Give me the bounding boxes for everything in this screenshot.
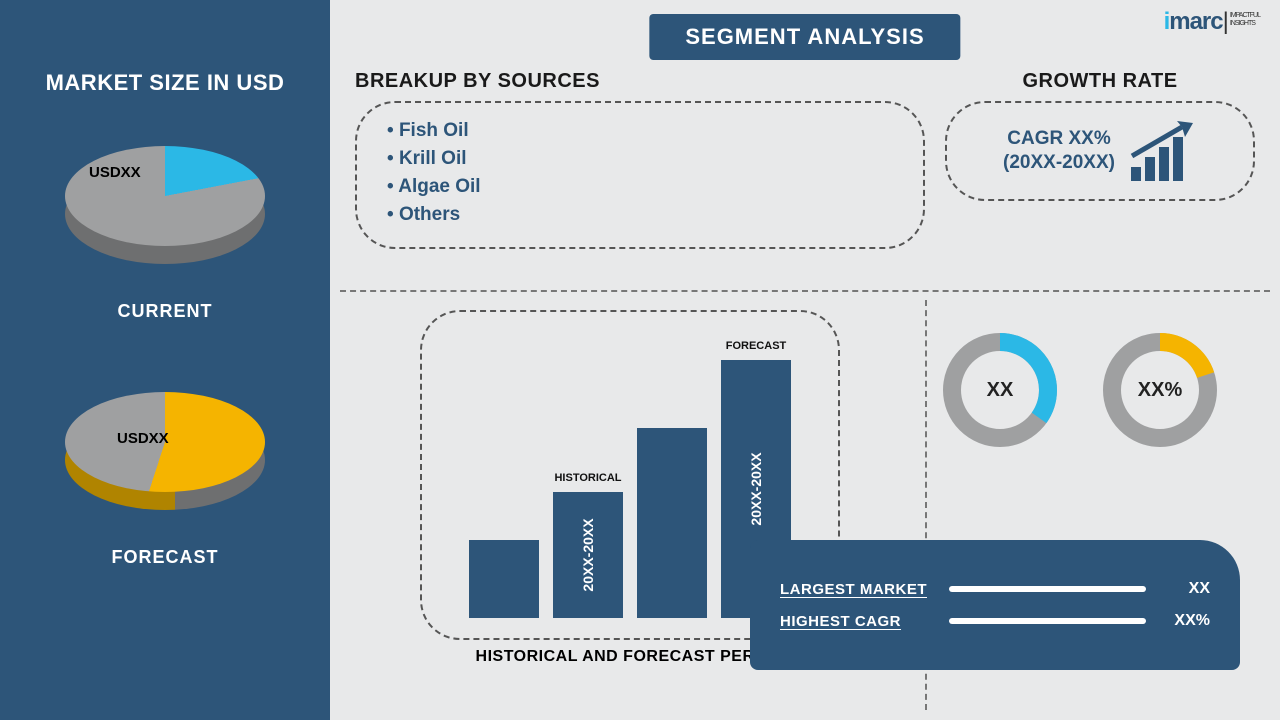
h-separator xyxy=(340,290,1270,292)
pie-top xyxy=(65,146,265,246)
pie-current-label: USDXX xyxy=(89,164,141,181)
growth-box: CAGR XX% (20XX-20XX) xyxy=(945,101,1255,201)
donut-1-value: XX xyxy=(940,330,1060,450)
donut-2-value: XX% xyxy=(1100,330,1220,450)
growth-chart-icon xyxy=(1127,121,1197,181)
growth-title: GROWTH RATE xyxy=(945,70,1255,93)
breakup-list: Fish Oil Krill Oil Algae Oil Others xyxy=(387,117,893,229)
kpi-label: LARGEST MARKET xyxy=(780,581,935,598)
growth-section: GROWTH RATE CAGR XX% (20XX-20XX) xyxy=(945,70,1255,201)
growth-line2: (20XX-20XX) xyxy=(1003,152,1115,173)
bar-2: HISTORICAL20XX-20XX xyxy=(553,492,623,618)
list-item: Algae Oil xyxy=(387,173,893,201)
list-item: Krill Oil xyxy=(387,145,893,173)
pie-forecast-label: USDXX xyxy=(117,430,169,447)
page-title: SEGMENT ANALYSIS xyxy=(649,14,960,60)
bar-3 xyxy=(637,428,707,618)
page-root: MARKET SIZE IN USD USDXX CURRENT USDXX F… xyxy=(0,0,1280,720)
pie-current: USDXX xyxy=(45,126,285,286)
growth-text: CAGR XX% (20XX-20XX) xyxy=(1003,127,1115,175)
kpi-label: HIGHEST CAGR xyxy=(780,613,935,630)
kpi-value: XX xyxy=(1160,580,1210,598)
list-item: Fish Oil xyxy=(387,117,893,145)
kpi-track xyxy=(949,586,1146,592)
bar-1 xyxy=(469,540,539,618)
pie-forecast: USDXX xyxy=(45,372,285,532)
donut-row: XX XX% xyxy=(920,330,1240,450)
kpi-row-cagr: HIGHEST CAGR XX% xyxy=(780,612,1210,630)
breakup-box: Fish Oil Krill Oil Algae Oil Others xyxy=(355,101,925,249)
donut-1: XX xyxy=(940,330,1060,450)
left-title: MARKET SIZE IN USD xyxy=(46,70,285,96)
right-panel: imarc|IMPACTFULINSIGHTS SEGMENT ANALYSIS… xyxy=(330,0,1280,720)
logo: imarc|IMPACTFULINSIGHTS xyxy=(1164,8,1260,36)
kpi-card: LARGEST MARKET XX HIGHEST CAGR XX% xyxy=(750,540,1240,670)
pie-forecast-caption: FORECAST xyxy=(112,547,219,568)
donut-2: XX% xyxy=(1100,330,1220,450)
breakup-section: BREAKUP BY SOURCES Fish Oil Krill Oil Al… xyxy=(355,70,925,249)
kpi-row-largest: LARGEST MARKET XX xyxy=(780,580,1210,598)
kpi-track xyxy=(949,618,1146,624)
breakup-title: BREAKUP BY SOURCES xyxy=(355,70,925,93)
list-item: Others xyxy=(387,201,893,229)
kpi-value: XX% xyxy=(1160,612,1210,630)
growth-line1: CAGR XX% xyxy=(1007,128,1110,149)
left-panel: MARKET SIZE IN USD USDXX CURRENT USDXX F… xyxy=(0,0,330,720)
pie-current-caption: CURRENT xyxy=(118,301,213,322)
